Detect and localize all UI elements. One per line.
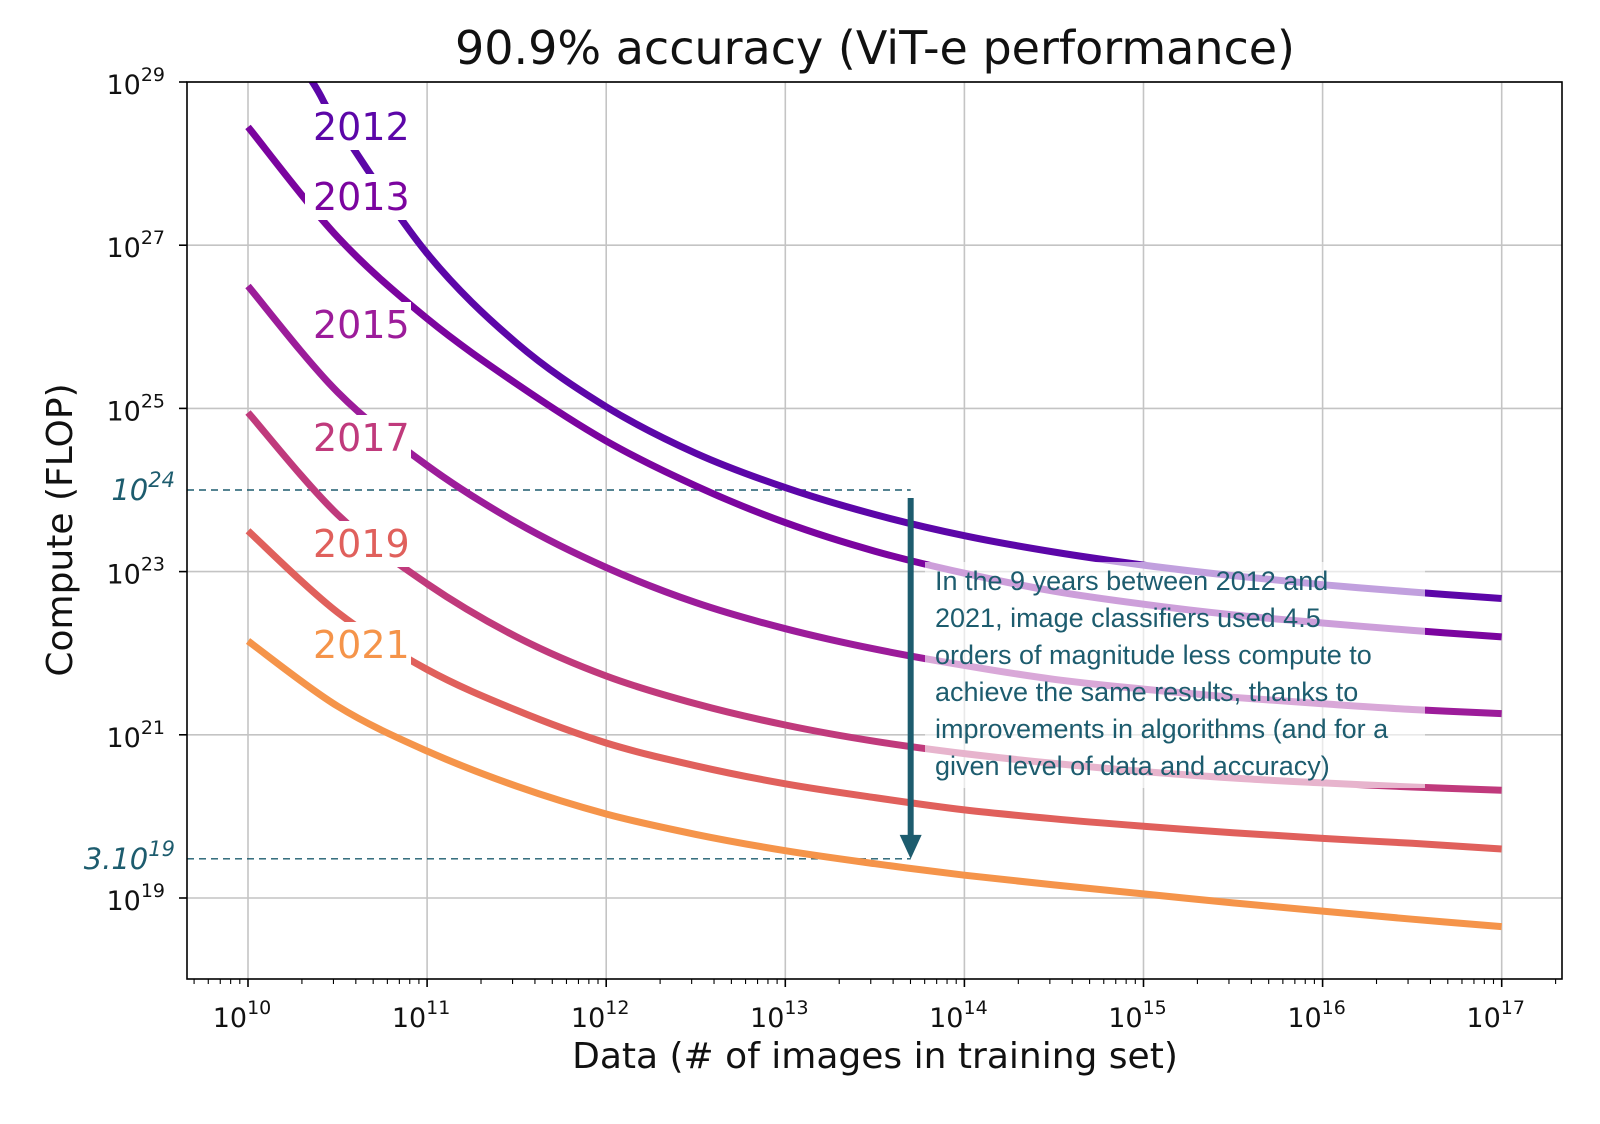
series-line-2021 <box>245 638 1503 931</box>
x-tick-label-exponent: 16 <box>1322 997 1346 1019</box>
y-tick-label-exponent: 25 <box>141 390 165 412</box>
y-tick-label: 1027 <box>106 227 165 264</box>
y-tick-label: 1025 <box>106 390 165 427</box>
y-tick-label-exponent: 29 <box>141 64 165 86</box>
arrow-head <box>899 834 922 859</box>
x-tick-label: 1014 <box>929 997 988 1034</box>
x-tick-label: 1012 <box>571 997 630 1034</box>
series-label-backdrop <box>305 415 411 461</box>
x-tick-label-base: 10 <box>750 1003 784 1034</box>
y-tick-label-base: 10 <box>106 396 140 427</box>
series-line-2019 <box>245 528 1502 853</box>
x-tick-label-base: 10 <box>1287 1003 1321 1034</box>
x-tick-label-exponent: 10 <box>247 997 271 1019</box>
reference-label: 3.1019 <box>84 837 175 876</box>
annotation-line: given level of data and accuracy) <box>935 751 1330 781</box>
x-tick-label-base: 10 <box>1466 1003 1500 1034</box>
series-label-2012: 2012 <box>313 105 410 149</box>
reference-label-exponent: 24 <box>148 468 175 492</box>
series-label-backdrop <box>305 104 411 150</box>
series-label-backdrop <box>305 302 411 348</box>
x-tick-label: 1016 <box>1287 997 1346 1034</box>
y-tick-label: 1029 <box>106 64 165 101</box>
x-tick-label: 1017 <box>1466 997 1525 1034</box>
y-tick-label-base: 10 <box>106 723 140 754</box>
annotation-text: In the 9 years between 2012 and 2021, ima… <box>935 566 1389 781</box>
x-tick-label-base: 10 <box>1108 1003 1142 1034</box>
x-tick-label: 1015 <box>1108 997 1167 1034</box>
series-label-backdrop <box>305 174 411 220</box>
series-label-backdrop <box>305 622 411 668</box>
annotation-line: In the 9 years between 2012 and <box>935 566 1328 596</box>
plot-frame <box>186 81 1563 980</box>
series-label-2021: 2021 <box>313 623 410 667</box>
x-tick-label-exponent: 12 <box>605 997 629 1019</box>
x-tick-label-exponent: 17 <box>1501 997 1525 1019</box>
y-tick-label: 1021 <box>106 717 165 754</box>
annotation-line: orders of magnitude less compute to <box>935 640 1372 670</box>
y-tick-label-exponent: 21 <box>141 717 165 739</box>
y-tick-label: 1023 <box>106 554 165 591</box>
series-label-backdrop <box>305 521 411 567</box>
x-tick-label-base: 10 <box>929 1003 963 1034</box>
x-tick-label-exponent: 11 <box>426 997 450 1019</box>
series-label-2019: 2019 <box>313 522 410 566</box>
y-tick-label-base: 10 <box>106 886 140 917</box>
annotation-group: In the 9 years between 2012 and 2021, ima… <box>899 498 1425 859</box>
x-tick-label-exponent: 13 <box>784 997 808 1019</box>
reference-label: 1024 <box>111 468 175 507</box>
x-tick-label-base: 10 <box>571 1003 605 1034</box>
x-tick-label-base: 10 <box>213 1003 247 1034</box>
series-label-2015: 2015 <box>313 303 410 347</box>
reference-label-base: 3.10 <box>84 842 149 876</box>
annotation-line: improvements in algorithms (and for a <box>935 714 1389 744</box>
y-tick-label-exponent: 19 <box>141 880 165 902</box>
x-tick-label-base: 10 <box>392 1003 426 1034</box>
y-tick-label: 1019 <box>106 880 165 917</box>
reference-label-base: 10 <box>111 473 148 507</box>
y-tick-label-base: 10 <box>106 560 140 591</box>
x-tick-label: 1010 <box>213 997 272 1034</box>
series-label-2013: 2013 <box>313 175 410 219</box>
chart-title: 90.9% accuracy (ViT-e performance) <box>455 21 1295 75</box>
axis-ticks <box>179 81 1557 987</box>
tick-labels: 1010 1011 1012 1013 1014 1015 1016 101710191021… <box>106 64 1525 1034</box>
x-tick-label-exponent: 15 <box>1143 997 1167 1019</box>
annotation-line: 2021, image classifiers used 4.5 <box>935 603 1321 633</box>
series-label-2017: 2017 <box>313 416 410 460</box>
series-labels: 2012 2013 2015 2017 2019 2021 <box>305 104 411 668</box>
annotation-line: achieve the same results, thanks to <box>935 677 1358 707</box>
x-tick-label-exponent: 14 <box>963 997 987 1019</box>
x-tick-label: 1013 <box>750 997 809 1034</box>
reference-label-exponent: 19 <box>148 837 175 861</box>
annotation-backdrop <box>925 562 1425 788</box>
x-tick-label: 1011 <box>392 997 451 1034</box>
y-tick-label-exponent: 23 <box>141 554 165 576</box>
y-tick-label-base: 10 <box>106 70 140 101</box>
y-tick-label-base: 10 <box>106 233 140 264</box>
y-axis-label: Compute (FLOP) <box>40 383 81 676</box>
y-tick-label-exponent: 27 <box>141 227 165 249</box>
x-axis-label: Data (# of images in training set) <box>572 1036 1178 1077</box>
